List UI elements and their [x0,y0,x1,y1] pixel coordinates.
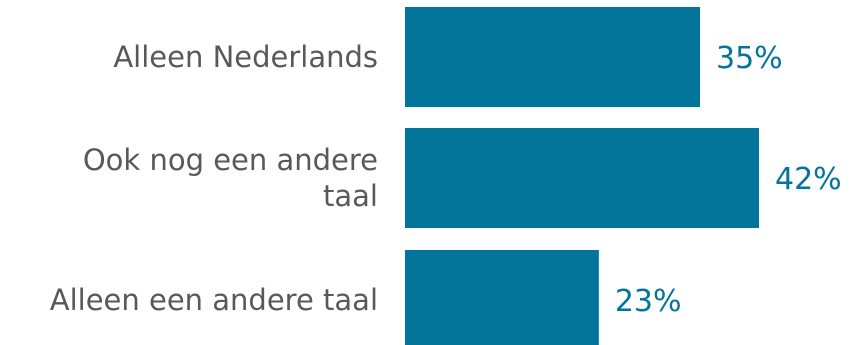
category-label-alleen-een-andere-taal: Alleen een andere taal [50,283,378,317]
category-label-ook-nog-een-andere-taal: Ook nog een andere taal [83,143,378,213]
category-label-alleen-nederlands: Alleen Nederlands [113,40,378,74]
bar-ook-nog-een-andere-taal [405,128,759,228]
bar-alleen-nederlands [405,7,700,107]
bars-group [405,7,759,345]
value-label-ook-nog-een-andere-taal: 42% [775,162,842,197]
value-label-alleen-nederlands: 35% [716,41,783,76]
value-labels-group: 35% 42% 23% [615,41,842,319]
category-labels-group: Alleen Nederlands Ook nog een andere taal A… [50,40,378,317]
bar-alleen-een-andere-taal [405,250,599,345]
value-label-alleen-een-andere-taal: 23% [615,284,682,319]
